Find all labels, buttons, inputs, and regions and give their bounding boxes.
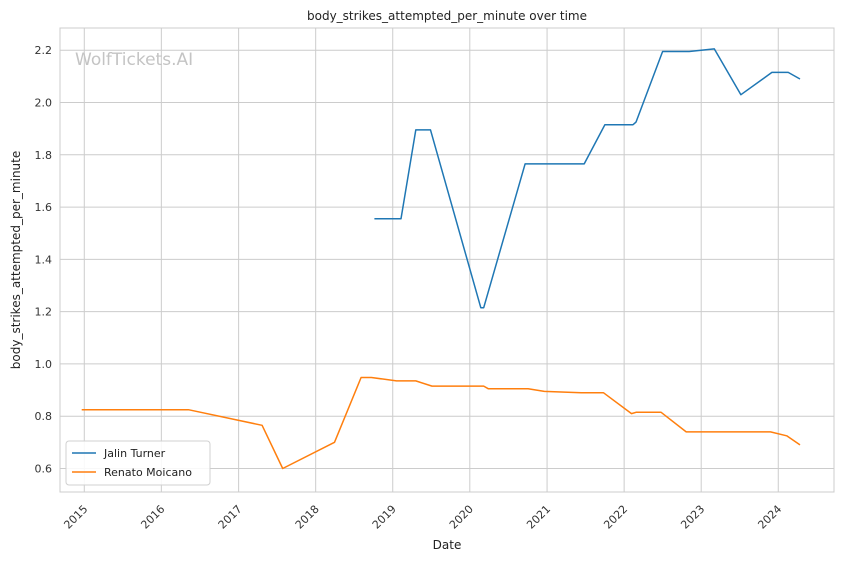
chart-title: body_strikes_attempted_per_minute over t… <box>307 9 587 23</box>
plot-area-border <box>59 27 835 493</box>
series-lines <box>81 48 801 470</box>
y-tick-label: 0.8 <box>35 410 53 423</box>
y-tick-label: 1.4 <box>35 253 53 266</box>
y-tick-label: 1.6 <box>35 201 53 214</box>
watermark: WolfTickets.AI <box>75 50 193 70</box>
y-tick-label: 1.2 <box>35 306 53 319</box>
series-line-1 <box>81 376 801 470</box>
legend-label-0: Jalin Turner <box>103 447 166 460</box>
y-tick-label: 2.2 <box>35 44 53 57</box>
y-tick-label: 0.6 <box>35 462 53 475</box>
y-tick-label: 1.0 <box>35 358 53 371</box>
y-axis-ticks: 0.6 0.8 1.0 1.2 1.4 1.6 1.8 2.0 2.2 <box>35 44 53 475</box>
legend: Jalin Turner Renato Moicano <box>65 440 211 486</box>
y-tick-label: 2.0 <box>35 97 53 110</box>
x-axis-title: Date <box>433 538 462 552</box>
series-line-0 <box>374 48 801 309</box>
legend-label-1: Renato Moicano <box>104 466 192 479</box>
legend-box <box>65 440 211 486</box>
y-tick-label: 1.8 <box>35 149 53 162</box>
y-axis-title: body_strikes_attempted_per_minute <box>9 151 23 369</box>
